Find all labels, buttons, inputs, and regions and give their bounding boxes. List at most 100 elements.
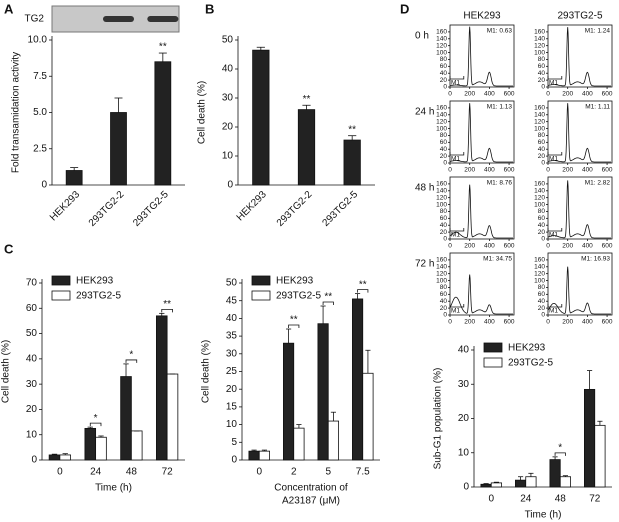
x-tick-label: 5 (325, 467, 331, 478)
blot-label: TG2 (25, 14, 45, 25)
histogram-curve (548, 103, 611, 163)
y-tick-label: 0 (443, 236, 447, 243)
gate-value: M1: 1.11 (585, 104, 610, 111)
bar (480, 483, 492, 488)
bar (84, 427, 97, 461)
x-tick-label: 24 (520, 494, 532, 505)
y-tick-label: 50 (226, 278, 238, 289)
y-tick-label: 5 (231, 437, 237, 448)
y-tick-label: 160 (436, 181, 447, 188)
y-tick-label: 100 (534, 49, 545, 56)
y-tick-label: 25 (226, 366, 238, 377)
y-tick-label: 80 (440, 208, 448, 215)
x-tick-label: 600 (602, 243, 613, 250)
x-tick-label: 0 (57, 467, 63, 478)
legend-swatch (483, 357, 503, 368)
y-tick-label: 0 (541, 312, 545, 319)
gate-value: M1: 8.76 (487, 180, 513, 187)
y-tick-label: 80 (440, 132, 448, 139)
legend-label: 293TG2-5 (276, 291, 321, 302)
significance: * (94, 413, 98, 424)
y-tick-label: 20 (538, 229, 546, 236)
bar (65, 170, 83, 186)
histogram-curve (449, 274, 513, 315)
y-tick-label: 140 (534, 263, 545, 270)
y-tick-label: 120 (534, 42, 545, 49)
y-tick-label: 5.0 (33, 107, 47, 118)
x-axis-label: Time (h) (525, 510, 562, 521)
y-axis-label: Sub-G1 population (%) (433, 368, 444, 470)
y-tick-label: 60 (26, 303, 38, 314)
row-label: 72 h (415, 259, 434, 270)
bar (258, 450, 271, 461)
significance: ** (359, 279, 367, 290)
gate-marker (449, 228, 465, 232)
gate-label: M1 (451, 156, 460, 163)
histogram-frame (547, 252, 613, 316)
row-label: 48 h (415, 183, 434, 194)
y-tick-label: 20 (440, 229, 448, 236)
bar (297, 109, 316, 186)
x-axis-label: A23187 (μM) (282, 496, 340, 507)
x-tick-label: 600 (504, 319, 515, 326)
y-tick-label: 0 (443, 160, 447, 167)
gate-marker (449, 304, 465, 308)
bar (154, 61, 172, 186)
x-axis-label: Concentration of (274, 483, 348, 494)
y-tick-label: 160 (436, 105, 447, 112)
y-tick-label: 120 (436, 42, 447, 49)
y-tick-label: 10 (458, 447, 470, 458)
y-tick-label: 10.0 (28, 35, 48, 46)
x-tick-label: 200 (562, 167, 573, 174)
y-axis-label: Fold transamidation activity (11, 52, 22, 173)
significance: * (558, 443, 562, 454)
histogram-curve (547, 266, 611, 315)
x-tick-label: HEK293 (235, 189, 269, 223)
histogram-curve (548, 27, 611, 87)
y-tick-label: 160 (534, 29, 545, 36)
y-tick-label: 120 (436, 118, 447, 125)
histogram-frame (449, 252, 515, 316)
significance: ** (163, 299, 171, 310)
y-tick-label: 15 (226, 402, 238, 413)
y-tick-label: 35 (226, 331, 238, 342)
bar (525, 476, 537, 488)
column-label: HEK293 (463, 11, 501, 22)
y-tick-label: 140 (436, 187, 447, 194)
y-tick-label: 0 (231, 455, 237, 466)
y-tick-label: 140 (436, 35, 447, 42)
gate-marker (547, 228, 563, 232)
significance-bracket (89, 422, 102, 427)
y-tick-label: 60 (538, 215, 546, 222)
y-tick-label: 0 (31, 455, 37, 466)
x-tick-label: 0 (546, 319, 550, 326)
significance: * (129, 350, 133, 361)
bar (327, 420, 340, 461)
y-tick-label: 20 (440, 153, 448, 160)
significance: ** (290, 315, 298, 326)
y-tick-label: 30 (458, 379, 470, 390)
y-tick-label: 60 (440, 63, 448, 70)
gate-value: M1: 2.82 (585, 180, 611, 187)
gate-label: M1 (451, 232, 460, 239)
y-tick-label: 45 (226, 295, 238, 306)
y-axis-label: Cell death (%) (1, 340, 12, 403)
y-tick-label: 40 (440, 298, 448, 305)
significance-bracket (357, 289, 369, 293)
y-tick-label: 100 (436, 201, 447, 208)
legend-label: HEK293 (508, 343, 546, 354)
y-tick-label: 20 (440, 305, 448, 312)
y-tick-label: 40 (440, 146, 448, 153)
row-label: 0 h (415, 31, 429, 42)
x-tick-label: 200 (562, 91, 573, 98)
y-tick-label: 100 (436, 49, 447, 56)
y-tick-label: 140 (534, 187, 545, 194)
bar (95, 436, 107, 461)
y-tick-label: 40 (458, 345, 470, 356)
bar (362, 372, 374, 461)
y-tick-label: 40 (226, 313, 238, 324)
bar (248, 450, 260, 461)
y-tick-label: 160 (534, 257, 545, 264)
y-tick-label: 20 (538, 305, 546, 312)
